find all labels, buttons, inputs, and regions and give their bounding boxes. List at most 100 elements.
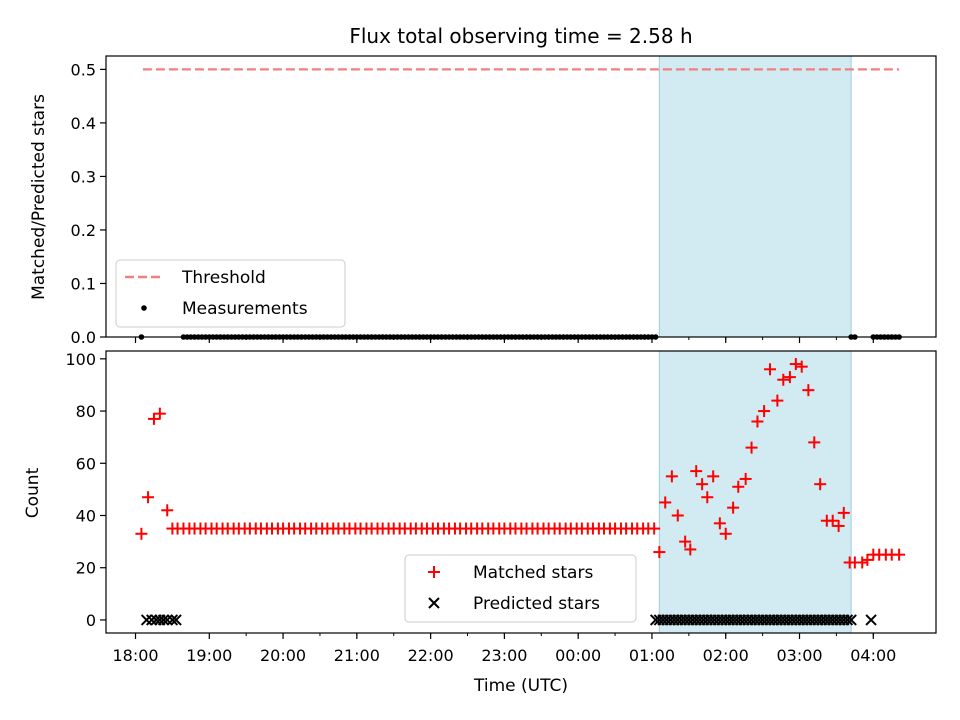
matched-star-point	[671, 509, 684, 522]
predicted-star-point	[841, 614, 854, 626]
bottom-y-tick-label: 40	[76, 507, 96, 526]
x-tick-label: 22:00	[408, 646, 454, 665]
predicted-star-point	[157, 614, 170, 626]
matched-star-point	[690, 465, 703, 478]
matched-star-point	[739, 472, 752, 485]
matched-star-point	[789, 358, 802, 371]
top-panel: Flux total observing time = 2.58 h 0.00.…	[29, 24, 937, 347]
matched-star-point	[745, 441, 758, 454]
matched-star-point	[808, 436, 821, 449]
legend-predicted-label: Predicted stars	[473, 594, 600, 614]
bottom-y-tick-label: 80	[76, 402, 96, 421]
matched-star-point	[893, 548, 906, 561]
matched-star-point	[701, 491, 714, 504]
matched-star-point	[147, 412, 160, 425]
bottom-plot-frame	[105, 350, 937, 634]
x-tick-label: 20:00	[260, 646, 306, 665]
matched-star-point	[707, 470, 720, 483]
bottom-panel: 0 20 40 60 80 100 18:00 19:00 20:00 21:00 22:00 23…	[23, 350, 937, 696]
matched-star-point	[696, 478, 709, 491]
legend-matched-label: Matched stars	[473, 563, 593, 583]
x-tick-label: 04:00	[850, 646, 896, 665]
matched-star-point	[684, 543, 697, 556]
matched-star-point	[764, 363, 776, 376]
top-legend-box	[115, 259, 346, 328]
predicted-star-point	[170, 614, 182, 626]
x-tick-label: 00:00	[555, 646, 601, 665]
matched-star-point	[795, 360, 808, 373]
chart-title: Flux total observing time = 2.58 h	[349, 24, 692, 48]
matched-star-point	[135, 527, 148, 540]
bottom-legend: Matched stars Predicted stars	[404, 554, 637, 623]
top-y-axis-label: Matched/Predicted stars	[29, 94, 49, 300]
legend-measurements-label: Measurements	[182, 299, 308, 319]
x-tick-label: 03:00	[776, 646, 822, 665]
predicted-star-point	[140, 614, 153, 626]
matched-star-point	[751, 415, 764, 428]
x-tick-label: 18:00	[112, 646, 158, 665]
top-y-tick-label: 0.1	[71, 274, 96, 293]
bottom-y-axis-label: Count	[23, 467, 43, 518]
bottom-y-tick-label: 20	[76, 559, 96, 578]
top-y-tick-label: 0.0	[71, 328, 96, 347]
matched-star-point	[771, 394, 784, 407]
bottom-y-tick-label: 60	[76, 454, 96, 473]
x-tick-label: 02:00	[703, 646, 749, 665]
x-tick-label: 21:00	[334, 646, 380, 665]
matched-star-point	[832, 519, 845, 532]
matched-star-point	[861, 553, 874, 566]
top-y-tick-label: 0.5	[71, 60, 96, 79]
matched-star-point	[837, 506, 850, 519]
matched-star-point	[153, 407, 166, 420]
predicted-star-point	[161, 614, 173, 626]
bottom-highlight-layer	[658, 350, 852, 634]
top-y-tick-label: 0.3	[71, 167, 96, 186]
matched-star-point	[732, 480, 745, 493]
top-y-tick-label: 0.2	[71, 221, 96, 240]
bottom-observing-window	[658, 350, 852, 634]
matched-star-point	[653, 546, 666, 559]
legend-measurements-swatch	[141, 305, 147, 311]
x-tick-label: 19:00	[186, 646, 232, 665]
bottom-y-axis: 0 20 40 60 80 100	[65, 350, 106, 630]
matched-star-point	[758, 405, 771, 418]
predicted-star-point	[166, 614, 179, 626]
top-highlight-layer	[658, 55, 852, 338]
bottom-legend-box	[404, 554, 637, 623]
matched-star-point	[727, 501, 740, 514]
matched-star-point	[665, 470, 678, 483]
bottom-y-tick-label: 100	[65, 350, 96, 369]
top-y-tick-label: 0.4	[71, 114, 96, 133]
matched-star-point	[802, 384, 815, 397]
x-tick-label: 23:00	[481, 646, 527, 665]
matched-star-point	[679, 535, 692, 548]
matched-star-point	[713, 517, 726, 530]
top-observing-window	[658, 55, 852, 338]
predicted-star-point	[865, 614, 877, 626]
legend-predicted-swatch	[428, 597, 440, 609]
bottom-x-axis: 18:00 19:00 20:00 21:00 22:00 23:00 00:00 01:00…	[112, 633, 896, 665]
predicted-star-point	[146, 614, 158, 626]
matched-star-point	[777, 373, 790, 386]
matched-star-point	[161, 504, 174, 517]
matched-stars-layer	[135, 358, 906, 569]
top-y-axis: 0.0 0.1 0.2 0.3 0.4 0.5	[71, 60, 106, 347]
predicted-stars-layer	[140, 614, 877, 626]
matched-star-point	[648, 522, 661, 535]
legend-matched-swatch	[428, 566, 440, 578]
x-tick-label: 01:00	[629, 646, 675, 665]
matched-star-point	[719, 527, 732, 540]
matched-star-point	[659, 496, 672, 509]
matched-star-point	[142, 491, 155, 504]
predicted-star-point	[845, 614, 857, 626]
x-axis-label: Time (UTC)	[473, 676, 568, 696]
matched-star-point	[856, 556, 869, 569]
top-plot-frame	[105, 55, 937, 338]
bottom-y-tick-label: 0	[86, 611, 96, 630]
legend-threshold-label: Threshold	[181, 268, 266, 288]
top-legend: Threshold Measurements	[115, 259, 346, 328]
matched-star-point	[826, 514, 839, 527]
matched-star-point	[783, 371, 796, 384]
